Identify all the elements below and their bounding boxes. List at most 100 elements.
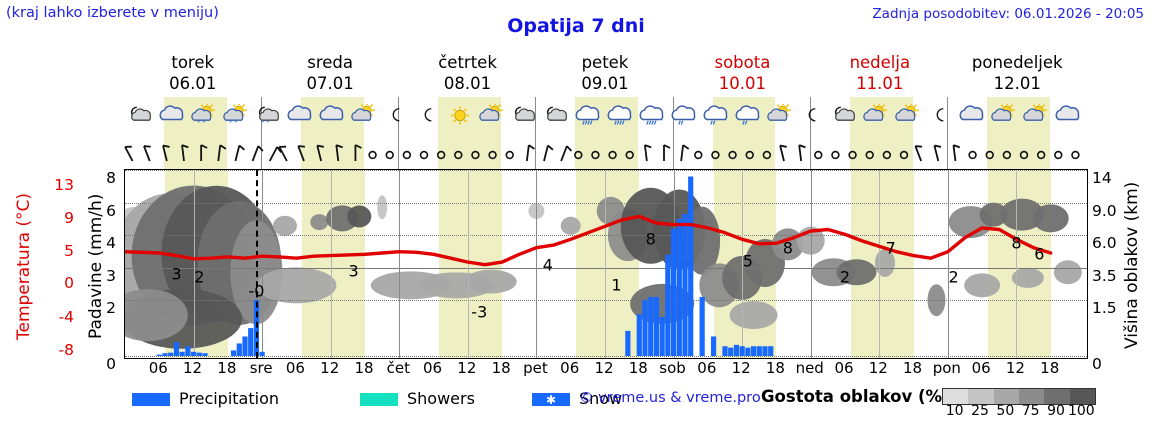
x-tick-label-13: 12 xyxy=(594,359,614,377)
weather-icon-cell-29 xyxy=(1052,100,1084,134)
daylight-band-2 xyxy=(438,139,502,169)
legend-snow-label: Snow xyxy=(579,389,623,408)
temperature-point-label-3: 3 xyxy=(348,261,359,281)
wind-barbs xyxy=(124,144,1080,162)
axis-ticks-cloud-height: 14 9.0 6.0 3.5 1.5 0 xyxy=(1092,160,1136,373)
cloud-density-title: Gostota oblakov (%) xyxy=(761,387,950,406)
moon-icon xyxy=(808,108,816,122)
weather-icon-cell-8 xyxy=(380,100,412,134)
daylight-band-6 xyxy=(986,139,1050,169)
cloud-density-step-label-3: 75 xyxy=(1021,403,1040,419)
weather-icon-cell-7 xyxy=(348,100,380,134)
x-tick-label-24: 06 xyxy=(971,359,991,377)
midday-line-6 xyxy=(1016,170,1018,358)
moon-cloud-icon xyxy=(835,106,856,121)
day-divider-3 xyxy=(536,170,538,358)
day-name: nedelja xyxy=(849,53,911,72)
day-header-3: petek 09.01 xyxy=(536,52,673,96)
x-tick-label-10: 18 xyxy=(491,359,511,377)
cloud-height-tick: 6.0 xyxy=(1092,234,1117,253)
weather-icon-cell-4: ✳ ✳ xyxy=(252,100,284,134)
day-divider-5 xyxy=(809,139,811,169)
day-header-5: nedelja 11.01 xyxy=(811,52,948,96)
weather-icon-cell-6 xyxy=(316,100,348,134)
legend-showers-label: Showers xyxy=(407,389,475,408)
day-divider-2 xyxy=(399,170,401,358)
midday-line-0 xyxy=(193,170,195,358)
svg-text:✳: ✳ xyxy=(266,119,271,125)
copyright-link[interactable]: © vreme.us & vreme.pro xyxy=(579,390,761,406)
sun-cloud-icon xyxy=(895,104,919,121)
cloud-density-step-0 xyxy=(943,389,969,404)
day-header-6: ponedeljek 12.01 xyxy=(949,52,1086,96)
day-divider-6 xyxy=(946,97,948,139)
temperature-point-label-6: 1 xyxy=(611,275,622,295)
temperature-point-label-12: 2 xyxy=(948,267,959,287)
cloud-drizzle-icon xyxy=(735,105,760,125)
legend-showers: Showers xyxy=(360,389,475,408)
weather-icon-cell-3: ✳ ✳ xyxy=(220,100,252,134)
midday-line-2 xyxy=(467,170,469,358)
meteogram-plot[interactable]: 3 2 -0 3 -3 4 1 8 5 8 2 7 2 8 6 xyxy=(124,169,1088,359)
day-name: petek xyxy=(581,53,629,72)
weather-icon-cell-1 xyxy=(156,100,188,134)
daylight-band-0 xyxy=(164,139,227,169)
cloud-icon xyxy=(319,105,344,121)
cloud-height-tick: 1.5 xyxy=(1092,299,1117,318)
x-tick-label-1: 12 xyxy=(183,359,203,377)
precipitation-tick: 4 xyxy=(106,234,116,253)
temperature-tick: 0 xyxy=(64,274,74,293)
legend-precipitation-label: Precipitation xyxy=(179,389,280,408)
weather-icon-cell-19 xyxy=(732,100,764,134)
midday-line-3 xyxy=(605,170,606,358)
cloud-density-step-1 xyxy=(968,389,994,404)
snowflake-icon: ✱ xyxy=(532,393,570,406)
day-header-4: sobota 10.01 xyxy=(674,52,811,96)
page-title: Opatija 7 dni xyxy=(507,15,645,37)
gridline-h-3 xyxy=(125,267,1087,270)
cloud-icon xyxy=(287,105,312,121)
axis-ticks-precipitation: 8 6 4 3 2 0 xyxy=(88,160,116,373)
snow-swatch: ✱ xyxy=(532,393,570,406)
x-tick-label-5: 12 xyxy=(320,359,340,377)
daylight-band-1 xyxy=(302,170,365,358)
day-date: 09.01 xyxy=(581,74,629,93)
sun-cloud-icon xyxy=(991,104,1015,121)
weather-icon-cell-13 xyxy=(540,100,572,134)
x-tick-label-18: 18 xyxy=(765,359,785,377)
temperature-point-label-9: 8 xyxy=(782,238,793,258)
gridline-h-0 xyxy=(125,170,1087,172)
cloud-rain-icon xyxy=(607,105,632,125)
sun-cloud-icon xyxy=(1023,104,1047,121)
precipitation-tick: 2 xyxy=(106,299,116,318)
day-header-1: sreda 07.01 xyxy=(261,52,398,96)
gridline-h-1 xyxy=(125,202,1087,205)
legend-precipitation: Precipitation xyxy=(132,389,279,408)
x-tick-label-22: 18 xyxy=(903,359,923,377)
weather-icon-cell-21 xyxy=(796,100,828,134)
day-divider-1 xyxy=(261,139,263,169)
x-tick-label-2: 18 xyxy=(217,359,237,377)
day-divider-2 xyxy=(398,97,400,139)
sun-cloud-icon xyxy=(479,104,503,121)
cloud-rain-icon xyxy=(575,105,600,125)
x-axis-labels: 06 12 18 sre 06 12 18 čet 06 12 18 pet 06 12 18 sob 06 12… xyxy=(124,359,1086,381)
day-divider-1 xyxy=(262,170,264,358)
location-menu-note[interactable]: (kraj lahko izberete v meniju) xyxy=(6,5,219,21)
cloud-height-tick: 3.5 xyxy=(1092,266,1117,285)
temperature-tick: -4 xyxy=(58,307,74,326)
x-tick-label-12: 06 xyxy=(560,359,580,377)
day-name: četrtek xyxy=(438,53,497,72)
weather-icon-cell-26 xyxy=(956,100,988,134)
weather-icon-cell-18 xyxy=(700,100,732,134)
x-tick-label-21: 12 xyxy=(868,359,888,377)
wind-barb-band xyxy=(124,139,1086,169)
day-header-row: torek 06.01 sreda 07.01 četrtek 08.01 petek 09.… xyxy=(124,52,1086,96)
gridline-h-5 xyxy=(125,356,1087,358)
temperature-tick: -8 xyxy=(58,341,74,360)
day-divider-3 xyxy=(535,139,537,169)
weather-icon-band: ✳ ✳ ✳ ✳ ✳ ✳ xyxy=(124,97,1086,139)
moon-icon xyxy=(936,108,944,122)
day-divider-2 xyxy=(398,139,400,169)
weather-icon-cell-25 xyxy=(924,100,956,134)
